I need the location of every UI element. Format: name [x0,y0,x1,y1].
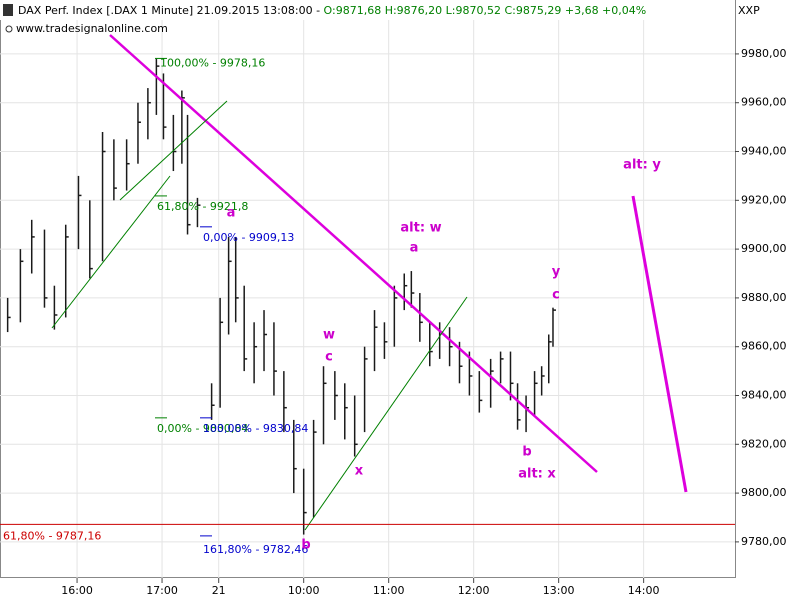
level-label: 0,00% - 9909,13 [203,231,294,244]
icon [3,4,13,16]
level-label: 61,80% - 9787,16 [3,529,101,542]
wave-label: b [522,445,531,460]
symbol: XXP [738,4,760,17]
y-tick-label: 9920,00 [741,193,787,206]
wave-label: x [355,464,364,479]
source: www.tradesignalonline.com [16,22,168,35]
y-tick-label: 9800,00 [741,486,787,499]
bars [6,58,556,535]
grid [0,0,735,578]
y-tick-label: 9940,00 [741,145,787,158]
drawings [51,34,688,531]
y-tick-label: 9900,00 [741,242,787,255]
level-label: 61,80% - 9921,8 [157,200,248,213]
annotations: 100,00% - 9978,16 61,80% - 9921,8 0,00% - … [0,56,735,556]
y-tick-label: 9820,00 [741,437,787,450]
projection-line [631,195,688,493]
wave-label: a [410,241,419,256]
y-tick-label: 9960,00 [741,96,787,109]
level-label: 100,00% - 9978,16 [160,56,265,69]
source-icon [5,25,13,33]
x-tick-label: 14:00 [628,584,660,597]
x-tick-label: 12:00 [458,584,490,597]
wave-label: y [552,265,561,280]
header-bg [0,0,735,20]
wave-label: alt: w [400,221,441,236]
header: DAX Perf. Index [.DAX 1 Minute] 21.09.20… [18,4,646,17]
y-tick-label: 9860,00 [741,340,787,353]
chart-title: DAX Perf. Index [.DAX 1 Minute] 21.09.20… [18,4,320,17]
wave-label: alt: x [518,467,556,482]
channel-line [119,100,228,201]
level-label: 100,00% - 9830,84 [203,422,308,435]
x-tick-label: 21 [212,584,226,597]
wave-label: w [323,328,335,343]
quote: O:9871,68 H:9876,20 L:9870,52 C:9875,29 … [324,4,647,17]
x-tick-label: 17:00 [146,584,178,597]
y-tick-label: 9980,00 [741,47,787,60]
channel-line [304,296,468,531]
wave-label: alt: y [623,158,661,173]
wave-label: b [301,538,310,553]
wave-label: c [552,288,560,303]
x-tick-label: 10:00 [288,584,320,597]
x-tick-label: 16:00 [61,584,93,597]
wave-label: a [227,206,236,221]
x-tick-label: 11:00 [373,584,405,597]
trend-line [109,34,598,473]
y-tick-label: 9880,00 [741,291,787,304]
channel-line [51,175,171,329]
y-tick-label: 9780,00 [741,535,787,548]
level-label: 161,80% - 9782,46 [203,543,308,556]
y-tick-label: 9840,00 [741,388,787,401]
x-tick-label: 13:00 [543,584,575,597]
level-label: 0,00% - 9830,84 [157,422,248,435]
wave-label: c [325,350,333,365]
